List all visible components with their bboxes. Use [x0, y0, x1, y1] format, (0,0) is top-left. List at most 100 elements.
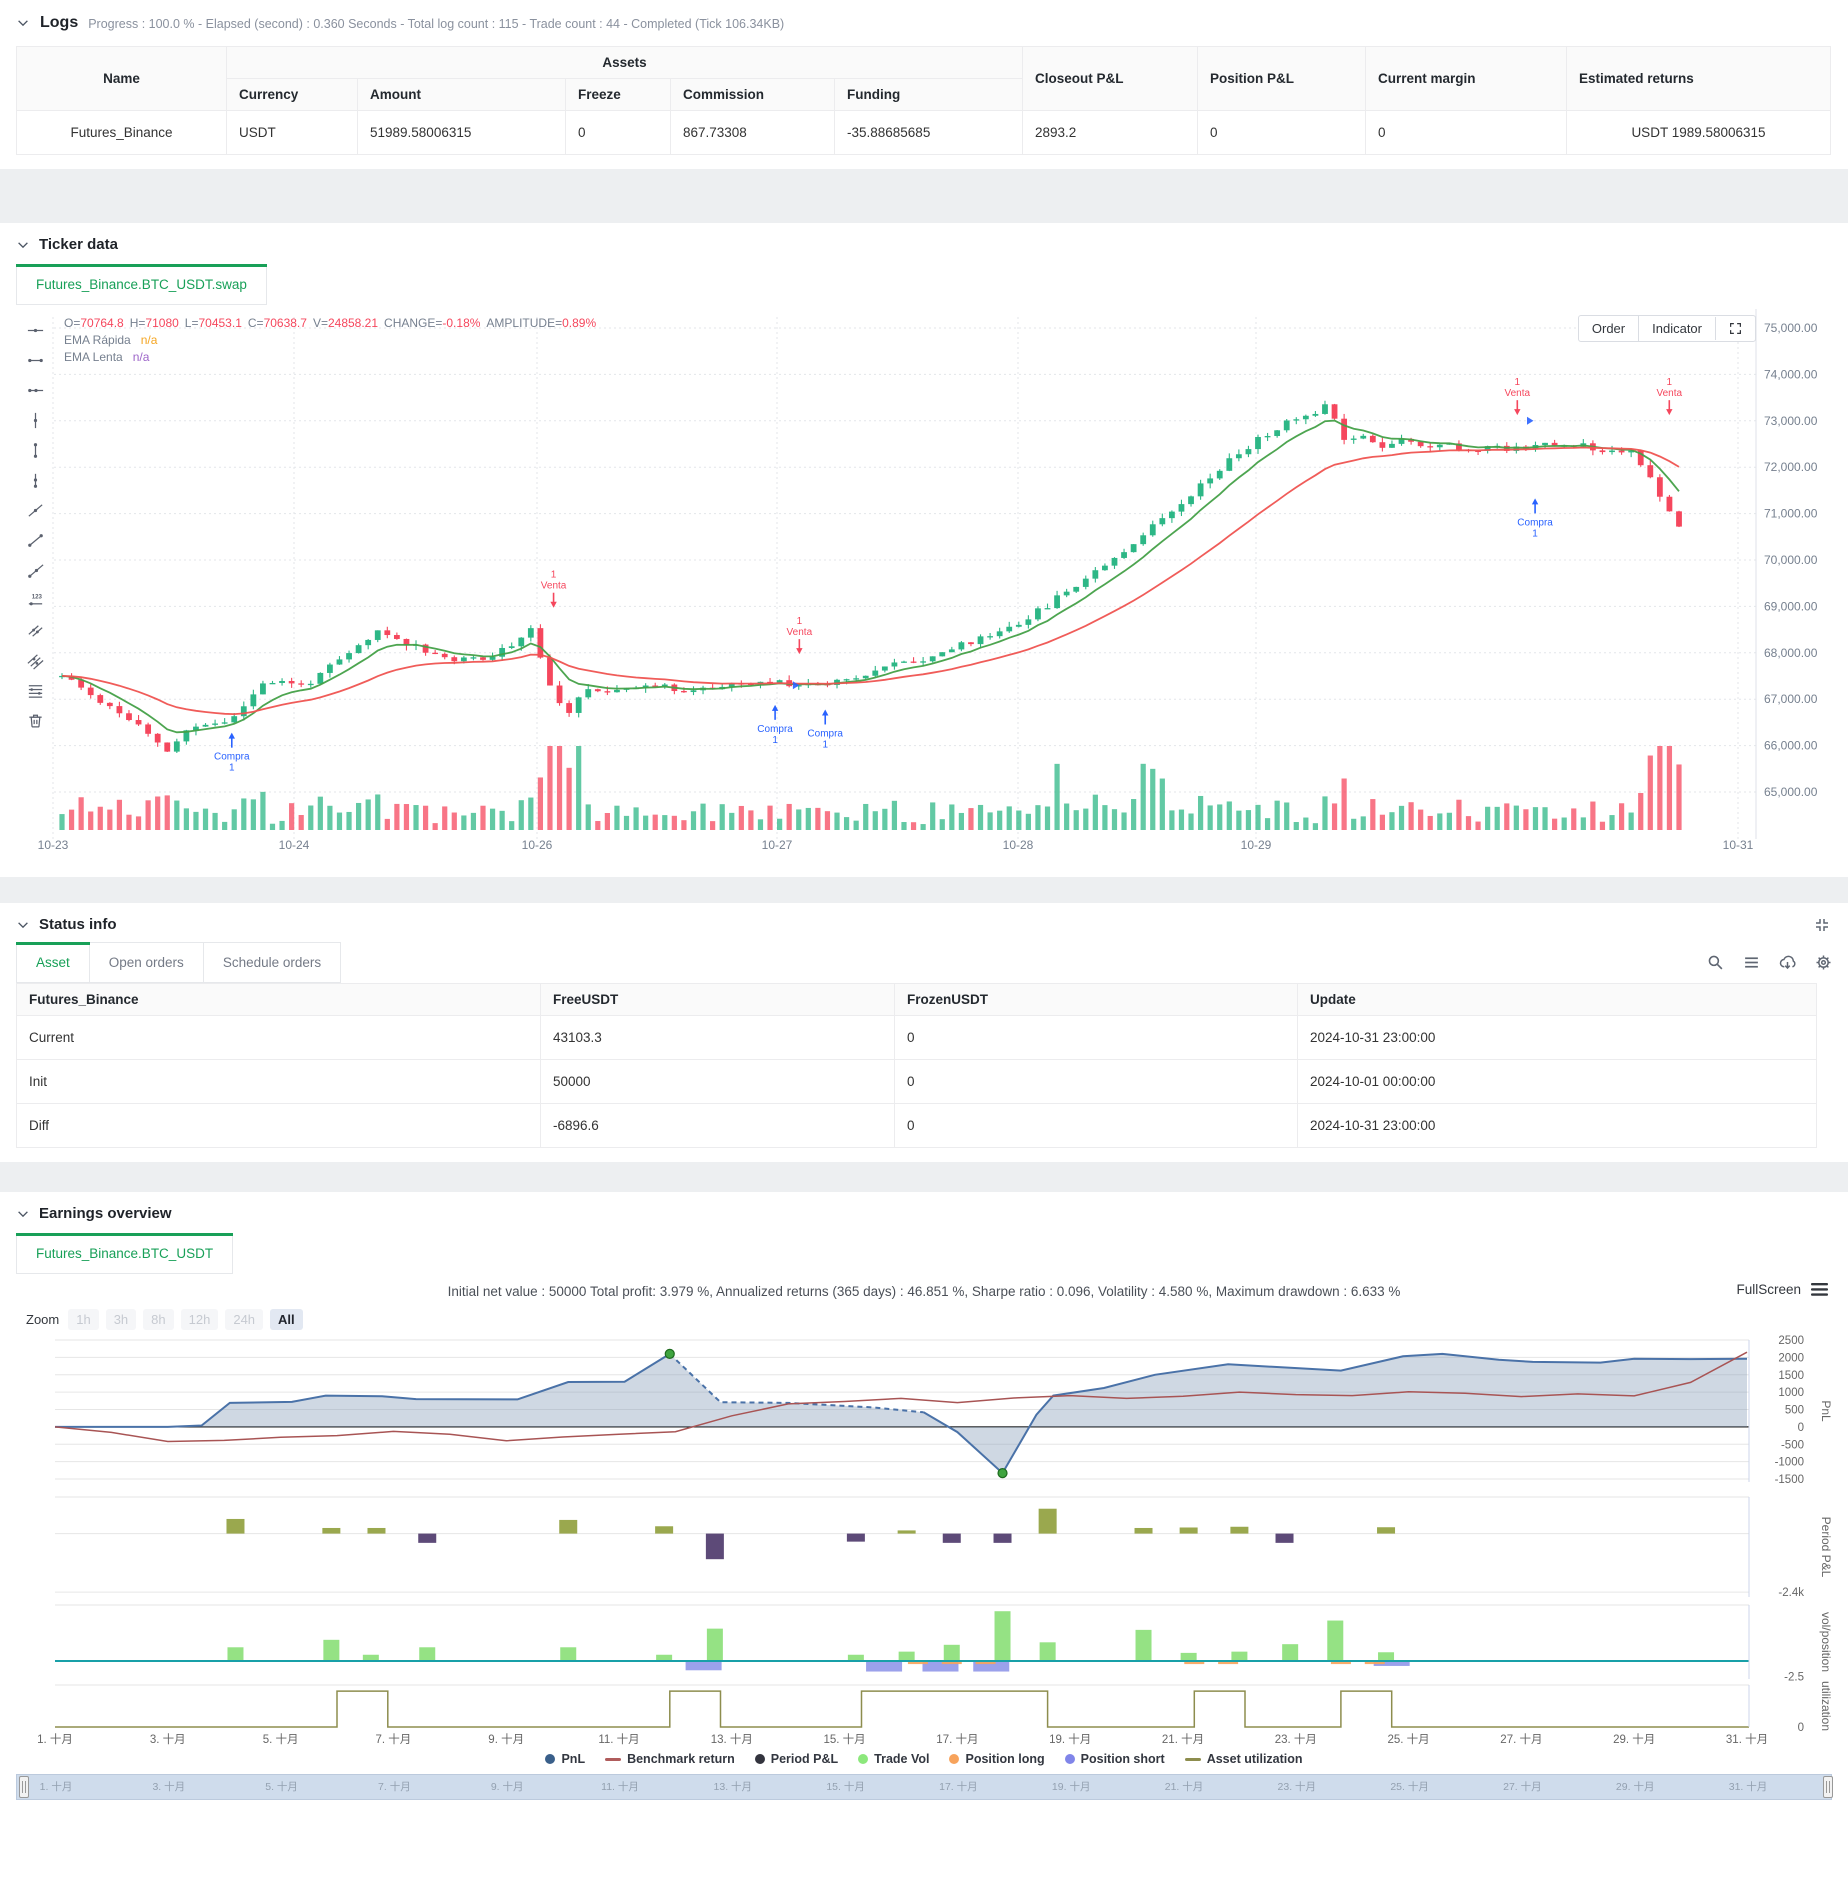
trend-line-tool-icon[interactable] [26, 501, 45, 520]
zoom-button-24h[interactable]: 24h [225, 1309, 264, 1330]
svg-text:utilization: utilization [1819, 1681, 1832, 1731]
status-tab-schedule-orders[interactable]: Schedule orders [203, 942, 342, 983]
legend-item-asset-utilization[interactable]: Asset utilization [1184, 1752, 1303, 1766]
candlestick-svg[interactable]: 75,000.00 74,000.00 73,000.00 72,000.00 71,0… [16, 309, 1832, 861]
legend-item-position-long[interactable]: Position long [949, 1752, 1045, 1766]
legend-item-benchmark-return[interactable]: Benchmark return [605, 1752, 735, 1766]
fullscreen-button[interactable]: FullScreen [1736, 1282, 1828, 1297]
horizontal-line-tool-icon[interactable] [26, 321, 45, 340]
svg-text:0: 0 [1798, 1722, 1804, 1734]
zoom-button-all[interactable]: All [270, 1309, 303, 1330]
zoom-button-3h[interactable]: 3h [105, 1309, 137, 1330]
navigator-label: 31. 十月 [1728, 1781, 1768, 1793]
legend-item-period-p&l[interactable]: Period P&L [754, 1752, 838, 1766]
price-note-123-tool-icon[interactable]: 123 [26, 591, 45, 610]
status-col: FrozenUSDT [894, 983, 1298, 1016]
status-row: Init 50000 0 2024-10-01 00:00:00 [16, 1059, 1817, 1104]
ohlc-label: H= [129, 316, 146, 330]
svg-text:Compra: Compra [807, 728, 843, 739]
navigator-label: 1. 十月 [39, 1781, 73, 1793]
zoom-controls: Zoom 1h 3h 8h 12h 24h All [26, 1309, 1848, 1330]
svg-text:31. 十月: 31. 十月 [1726, 1732, 1768, 1746]
svg-text:13. 十月: 13. 十月 [711, 1732, 753, 1746]
zoom-button-12h[interactable]: 12h [180, 1309, 219, 1330]
svg-text:1. 十月: 1. 十月 [37, 1732, 73, 1746]
navigator-label: 3. 十月 [152, 1781, 186, 1793]
delete-tool-icon[interactable] [26, 711, 45, 730]
earnings-chart-svg[interactable]: 2500 2000 1500 1000 500 0 -500 -1000 -1500 -2.4k -… [16, 1332, 1832, 1750]
fullscreen-toggle-icon[interactable] [1814, 917, 1830, 933]
chart-expand-button[interactable] [1715, 317, 1755, 340]
svg-text:Venta: Venta [787, 627, 813, 638]
assets-col: Closeout P&L [1022, 46, 1198, 111]
legend-label: Asset utilization [1206, 1752, 1303, 1766]
navigator-handle-left[interactable] [19, 1776, 29, 1798]
vertical-ray-tool-icon[interactable] [26, 471, 45, 490]
chevron-down-icon[interactable] [16, 1207, 30, 1221]
parallel-channel-tool-icon[interactable] [26, 651, 45, 670]
status-card: Status info Asset Open orders Schedule ord… [0, 903, 1848, 1148]
grid-lines-tool-icon[interactable] [26, 681, 45, 700]
order-button[interactable]: Order [1591, 321, 1626, 336]
legend-item-pnl[interactable]: PnL [545, 1752, 585, 1766]
assets-cell: Futures_Binance [16, 110, 227, 155]
svg-text:-1000: -1000 [1775, 1457, 1804, 1469]
svg-text:-2.4k: -2.4k [1778, 1587, 1804, 1599]
earnings-section-title: Earnings overview [39, 1205, 172, 1222]
logs-collapse-bar[interactable]: Logs Progress : 100.0 % - Elapsed (secon… [0, 0, 1848, 44]
status-update: 2024-10-01 00:00:00 [1297, 1059, 1817, 1104]
navigator-label: 5. 十月 [265, 1781, 298, 1793]
zoom-button-8h[interactable]: 8h [143, 1309, 174, 1330]
svg-text:10-26: 10-26 [522, 838, 553, 852]
ohlc-value: 70453.1 [198, 316, 242, 330]
search-icon[interactable] [1707, 954, 1724, 971]
svg-text:72,000.00: 72,000.00 [1764, 460, 1818, 474]
zoom-button-1h[interactable]: 1h [68, 1309, 99, 1330]
status-row-label[interactable]: Current [16, 1015, 541, 1060]
gear-icon[interactable] [1815, 954, 1832, 971]
assets-group-header: Assets [226, 46, 1023, 79]
tab-earnings-symbol[interactable]: Futures_Binance.BTC_USDT [15, 1233, 234, 1274]
page: Logs Progress : 100.0 % - Elapsed (secon… [0, 0, 1848, 1800]
cloud-download-icon[interactable] [1779, 954, 1796, 971]
assets-cell: 2893.2 [1022, 110, 1198, 155]
ohlc-label: V= [312, 316, 328, 330]
svg-text:2500: 2500 [1778, 1335, 1804, 1347]
chevron-down-icon[interactable] [16, 238, 30, 252]
svg-text:-500: -500 [1781, 1439, 1804, 1451]
svg-text:5. 十月: 5. 十月 [263, 1732, 299, 1746]
trend-ray-tool-icon[interactable] [26, 561, 45, 580]
parallel-lines-tool-icon[interactable] [26, 621, 45, 640]
svg-text:68,000.00: 68,000.00 [1764, 646, 1818, 660]
indicator-button[interactable]: Indicator [1638, 316, 1715, 341]
vertical-line-tool-icon[interactable] [26, 411, 45, 430]
tab-ticker-symbol[interactable]: Futures_Binance.BTC_USDT.swap [16, 264, 267, 305]
svg-text:Venta: Venta [541, 581, 567, 592]
horizontal-ray-tool-icon[interactable] [26, 381, 45, 400]
svg-text:15. 十月: 15. 十月 [824, 1732, 866, 1746]
legend-item-position-short[interactable]: Position short [1064, 1752, 1165, 1766]
chevron-down-icon[interactable] [16, 918, 30, 932]
trend-segment-tool-icon[interactable] [26, 531, 45, 550]
range-navigator[interactable]: 1. 十月 3. 十月 5. 十月 7. 十月 9. 十月 11. 十月 13. 十月 15.… [16, 1774, 1833, 1800]
hamburger-menu-icon[interactable] [1811, 1283, 1828, 1296]
vertical-segment-tool-icon[interactable] [26, 441, 45, 460]
legend-item-trade-vol[interactable]: Trade Vol [858, 1752, 929, 1766]
legend-symbol [1064, 1754, 1075, 1764]
legend-label: Position short [1080, 1752, 1165, 1766]
status-tab-open-orders[interactable]: Open orders [89, 942, 204, 983]
menu-icon[interactable] [1743, 954, 1760, 971]
svg-text:1: 1 [229, 763, 235, 774]
status-tab-asset[interactable]: Asset [16, 942, 90, 983]
candlestick-chart[interactable]: 123 75,000.00 74,000.00 73,000.00 72,000.00… [16, 309, 1832, 877]
svg-text:10-29: 10-29 [1241, 838, 1272, 852]
navigator-handle-right[interactable] [1823, 1776, 1833, 1798]
section-gap [0, 169, 1848, 223]
horizontal-segment-tool-icon[interactable] [26, 351, 45, 370]
assets-cell: USDT 1989.58006315 [1566, 110, 1831, 155]
navigator-label: 23. 十月 [1277, 1781, 1317, 1793]
svg-text:1500: 1500 [1778, 1370, 1804, 1382]
